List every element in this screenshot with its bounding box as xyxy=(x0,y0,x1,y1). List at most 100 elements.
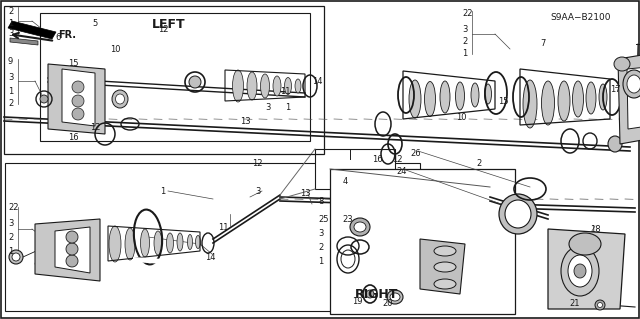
Ellipse shape xyxy=(561,246,599,296)
Text: 3: 3 xyxy=(8,219,13,227)
Polygon shape xyxy=(62,69,95,126)
Ellipse shape xyxy=(586,82,596,114)
Text: 7: 7 xyxy=(540,40,545,48)
Text: 13: 13 xyxy=(240,116,251,125)
Ellipse shape xyxy=(523,80,537,128)
Ellipse shape xyxy=(614,57,630,71)
Ellipse shape xyxy=(627,75,640,93)
Text: 25: 25 xyxy=(318,214,328,224)
Ellipse shape xyxy=(112,90,128,108)
Circle shape xyxy=(66,255,78,267)
Ellipse shape xyxy=(568,255,592,287)
Ellipse shape xyxy=(569,233,601,255)
Ellipse shape xyxy=(387,290,403,304)
Ellipse shape xyxy=(434,279,456,289)
Circle shape xyxy=(66,231,78,243)
Ellipse shape xyxy=(541,81,554,125)
Text: LEFT: LEFT xyxy=(152,19,186,32)
Circle shape xyxy=(72,81,84,93)
Ellipse shape xyxy=(608,136,622,152)
Polygon shape xyxy=(420,239,465,294)
Text: 12: 12 xyxy=(158,25,168,33)
Text: 3: 3 xyxy=(8,29,13,39)
Ellipse shape xyxy=(573,81,584,117)
Bar xyxy=(40,13,310,141)
Text: 20: 20 xyxy=(382,300,392,308)
Text: 2: 2 xyxy=(8,100,13,108)
Ellipse shape xyxy=(505,200,531,228)
Text: 9: 9 xyxy=(8,56,13,65)
Circle shape xyxy=(72,95,84,107)
Text: 3: 3 xyxy=(462,25,467,33)
Text: 1: 1 xyxy=(462,49,467,58)
Text: FR.: FR. xyxy=(58,30,76,40)
Ellipse shape xyxy=(390,293,400,301)
Ellipse shape xyxy=(424,81,435,116)
Text: 15: 15 xyxy=(498,97,509,106)
Text: 2: 2 xyxy=(476,160,481,168)
Text: 14: 14 xyxy=(312,77,323,85)
Polygon shape xyxy=(10,38,38,45)
Text: 26: 26 xyxy=(410,150,420,159)
Polygon shape xyxy=(35,219,100,281)
Ellipse shape xyxy=(115,94,125,104)
Ellipse shape xyxy=(247,72,257,100)
Ellipse shape xyxy=(177,233,183,251)
Text: 2: 2 xyxy=(318,242,323,251)
Ellipse shape xyxy=(631,92,640,110)
Text: 17: 17 xyxy=(610,85,621,93)
Bar xyxy=(315,149,395,189)
Ellipse shape xyxy=(141,229,150,257)
Ellipse shape xyxy=(627,87,640,115)
Ellipse shape xyxy=(109,226,121,262)
Ellipse shape xyxy=(154,231,162,255)
Ellipse shape xyxy=(499,194,537,234)
Text: 16: 16 xyxy=(68,132,79,142)
Polygon shape xyxy=(55,227,90,273)
Text: 6: 6 xyxy=(55,33,60,41)
Circle shape xyxy=(595,300,605,310)
Bar xyxy=(5,163,420,311)
Text: 3: 3 xyxy=(8,72,13,81)
Text: 3: 3 xyxy=(265,102,270,112)
Polygon shape xyxy=(627,67,640,129)
Ellipse shape xyxy=(574,264,586,278)
Text: 10: 10 xyxy=(110,44,120,54)
Ellipse shape xyxy=(273,76,281,96)
Text: 2: 2 xyxy=(8,233,13,241)
Ellipse shape xyxy=(409,80,421,118)
Text: 12: 12 xyxy=(252,160,262,168)
Text: 12: 12 xyxy=(392,154,403,164)
Text: 11: 11 xyxy=(218,222,228,232)
Text: 22: 22 xyxy=(462,10,472,19)
Text: 1: 1 xyxy=(8,247,13,256)
Ellipse shape xyxy=(295,79,301,93)
Text: 5: 5 xyxy=(92,19,97,28)
Text: 4: 4 xyxy=(343,177,348,187)
Polygon shape xyxy=(48,64,105,134)
Ellipse shape xyxy=(484,84,492,104)
Text: 22: 22 xyxy=(8,203,19,211)
Text: RIGHT: RIGHT xyxy=(355,287,398,300)
Text: 19: 19 xyxy=(352,296,362,306)
Ellipse shape xyxy=(456,82,465,110)
Ellipse shape xyxy=(354,222,366,232)
Text: S9AA−B2100: S9AA−B2100 xyxy=(550,12,611,21)
Text: 1: 1 xyxy=(8,19,13,28)
Ellipse shape xyxy=(471,83,479,107)
Text: 1: 1 xyxy=(8,86,13,95)
Text: 18: 18 xyxy=(590,225,600,234)
Circle shape xyxy=(12,253,20,261)
Text: 14: 14 xyxy=(205,253,216,262)
Text: 12: 12 xyxy=(90,122,100,131)
Ellipse shape xyxy=(166,233,173,253)
Polygon shape xyxy=(133,257,163,264)
Ellipse shape xyxy=(195,235,200,249)
Text: 11: 11 xyxy=(280,86,291,95)
Ellipse shape xyxy=(125,228,135,260)
Text: 15: 15 xyxy=(68,60,79,69)
Circle shape xyxy=(40,95,48,103)
Text: 10: 10 xyxy=(456,113,467,122)
Ellipse shape xyxy=(285,78,291,94)
Ellipse shape xyxy=(188,234,193,249)
